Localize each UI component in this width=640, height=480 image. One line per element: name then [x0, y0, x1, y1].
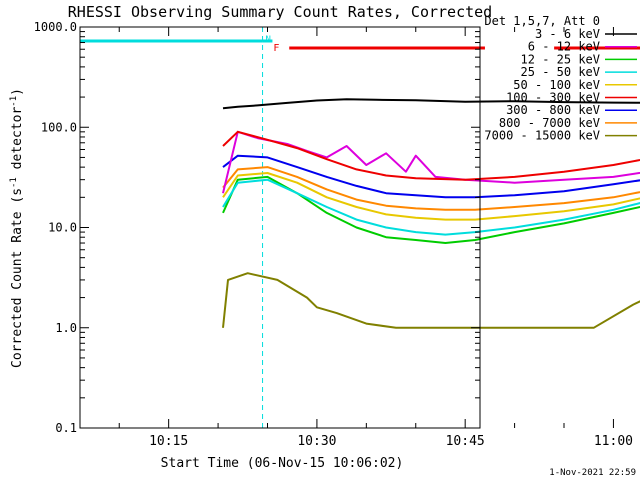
- legend-label: 800 - 7000 keV: [499, 116, 600, 130]
- series-line-5: [222, 130, 640, 181]
- legend-label: 300 - 800 keV: [506, 103, 600, 117]
- series-line-4: [222, 172, 640, 221]
- y-label-main: Corrected Count Rate (s: [10, 188, 25, 368]
- y-label-exp-1: -1: [9, 177, 19, 188]
- x-tick-label: 10:30: [297, 434, 336, 449]
- legend-label: 50 - 100 keV: [513, 78, 600, 92]
- x-axis-label: Start Time (06-Nov-15 10:06:02): [161, 456, 404, 471]
- legend-label: 7000 - 15000 keV: [484, 129, 600, 143]
- series-line-0: [222, 98, 640, 110]
- y-tick-label: 100.0: [41, 120, 77, 134]
- legend-label: 12 - 25 keV: [521, 52, 600, 66]
- footer-date: 1-Nov-2021 22:59: [549, 468, 636, 478]
- y-tick-label: 1000.0: [34, 20, 77, 34]
- legend-title: Det 1,5,7, Att 0: [484, 14, 600, 28]
- series-line-7: [222, 166, 640, 211]
- y-axis-label: Corrected Count Rate (s-1 detector-1): [9, 88, 25, 368]
- legend-label: 100 - 300 keV: [506, 91, 600, 105]
- chart-title: RHESSI Observing Summary Count Rates, Co…: [68, 3, 492, 21]
- x-tick-label: 11:00: [594, 434, 633, 449]
- y-label-close: ): [10, 88, 25, 96]
- legend-label: 25 - 50 keV: [521, 65, 600, 79]
- x-tick-label: 10:15: [149, 434, 188, 449]
- y-label-exp-2: -1: [9, 96, 19, 107]
- y-tick-label: 10.0: [48, 221, 77, 235]
- series-line-3: [222, 178, 640, 236]
- y-tick-label: 1.0: [55, 321, 77, 335]
- x-tick-label: 10:45: [446, 434, 485, 449]
- series-line-2: [222, 175, 640, 244]
- legend-label: 3 - 6 keV: [535, 27, 600, 41]
- legend-label: 6 - 12 keV: [528, 40, 600, 54]
- y-tick-label: 0.1: [55, 421, 77, 435]
- flag-label-f: F: [273, 43, 279, 54]
- flag-label-n: N: [266, 35, 271, 45]
- series-line-8: [222, 272, 640, 329]
- y-label-unit: detector: [10, 107, 25, 178]
- series-line-6: [222, 154, 640, 199]
